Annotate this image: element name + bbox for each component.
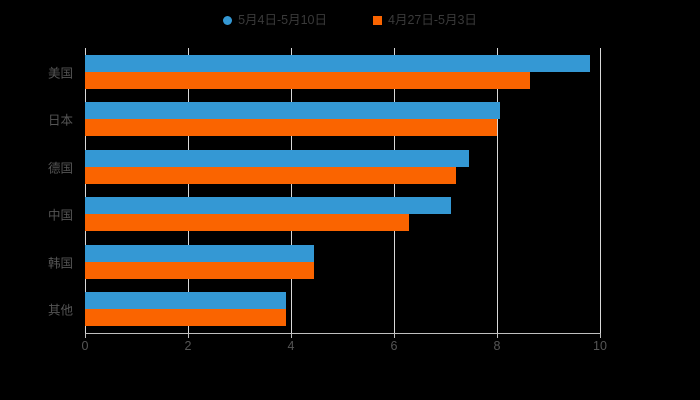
x-axis-tick-label: 4 bbox=[287, 339, 295, 353]
bar-0-1[interactable] bbox=[85, 71, 531, 89]
x-axis-tick bbox=[497, 333, 498, 338]
y-axis-label-4: 韩国 bbox=[47, 256, 73, 271]
x-axis-tick bbox=[188, 333, 189, 338]
legend-square-marker-icon bbox=[373, 15, 382, 25]
gridline bbox=[291, 48, 292, 333]
y-axis-label-1: 日本 bbox=[47, 113, 73, 128]
y-axis-category-labels: 美国日本德国中国韩国其他 bbox=[0, 0, 73, 400]
bar-1-1[interactable] bbox=[85, 119, 497, 137]
gridline bbox=[497, 48, 498, 333]
gridline bbox=[600, 48, 601, 333]
bar-3-0[interactable] bbox=[85, 197, 451, 215]
gridline bbox=[188, 48, 189, 333]
bar-5-0[interactable] bbox=[85, 292, 286, 310]
bar-0-0[interactable] bbox=[85, 54, 590, 72]
legend-label-series-1: 5月4日-5月10日 bbox=[238, 12, 327, 27]
gridline bbox=[394, 48, 395, 333]
chart-legend: 5月4日-5月10日 4月27日-5月3日 bbox=[0, 10, 700, 30]
legend-item-series-1[interactable]: 5月4日-5月10日 bbox=[223, 14, 327, 27]
y-axis-label-3: 中国 bbox=[47, 208, 73, 223]
plot-area bbox=[85, 48, 601, 333]
x-axis-tick-label: 10 bbox=[593, 339, 607, 353]
x-axis-tick bbox=[394, 333, 395, 338]
bar-3-1[interactable] bbox=[85, 214, 410, 232]
legend-item-series-2[interactable]: 4月27日-5月3日 bbox=[373, 14, 477, 27]
x-axis-tick-label: 8 bbox=[493, 339, 501, 353]
x-axis-tick-label: 6 bbox=[390, 339, 398, 353]
x-axis-tick-label: 2 bbox=[184, 339, 192, 353]
gridline bbox=[85, 48, 86, 333]
bar-2-0[interactable] bbox=[85, 149, 469, 167]
x-axis-tick-label: 0 bbox=[81, 339, 89, 353]
bar-5-1[interactable] bbox=[85, 309, 286, 327]
bar-4-0[interactable] bbox=[85, 244, 315, 262]
x-axis-line bbox=[85, 333, 601, 334]
y-axis-label-2: 德国 bbox=[47, 161, 73, 176]
y-axis-label-5: 其他 bbox=[47, 303, 73, 318]
bar-4-1[interactable] bbox=[85, 261, 315, 279]
x-axis-tick bbox=[85, 333, 86, 338]
y-axis-label-0: 美国 bbox=[47, 66, 73, 81]
x-axis-tick bbox=[291, 333, 292, 338]
legend-circle-marker-icon bbox=[223, 15, 233, 25]
bar-1-0[interactable] bbox=[85, 102, 500, 120]
bar-2-1[interactable] bbox=[85, 166, 456, 184]
x-axis-tick bbox=[600, 333, 601, 338]
legend-label-series-2: 4月27日-5月3日 bbox=[388, 12, 477, 27]
